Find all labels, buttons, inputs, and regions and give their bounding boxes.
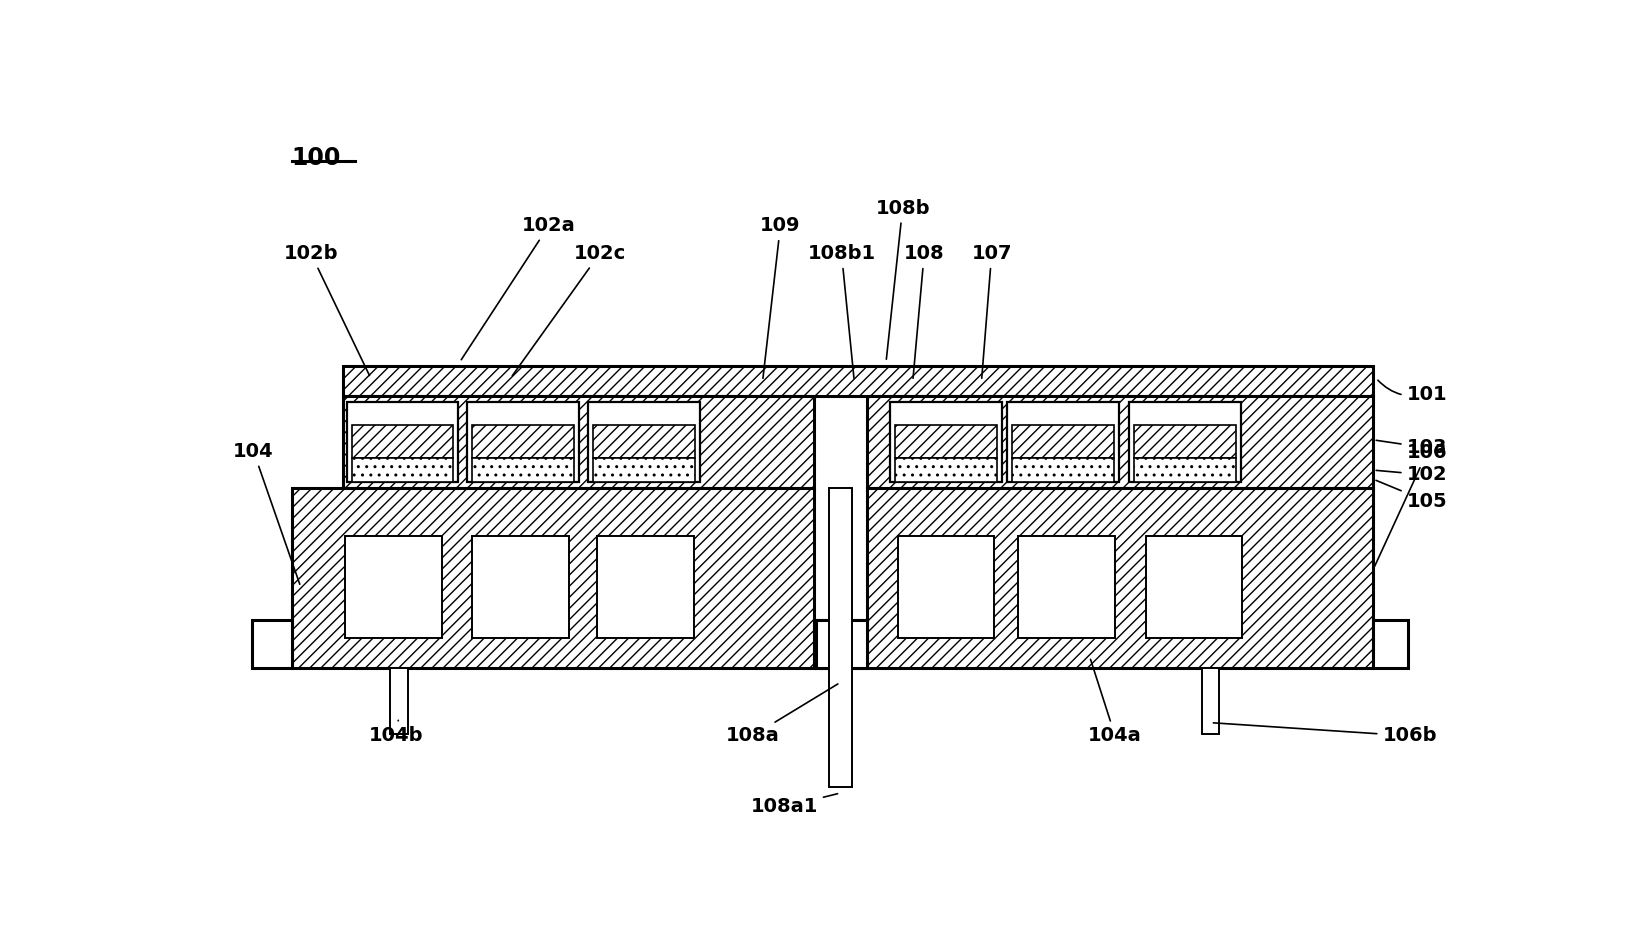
Text: 100: 100 xyxy=(292,146,342,169)
Text: 102b: 102b xyxy=(284,244,369,375)
Text: 102c: 102c xyxy=(512,244,626,376)
Bar xyxy=(1135,425,1236,458)
Bar xyxy=(895,458,997,483)
Bar xyxy=(343,366,1373,396)
Bar xyxy=(292,488,813,667)
Bar xyxy=(473,536,570,639)
Text: 107: 107 xyxy=(972,244,1011,378)
Bar xyxy=(1202,667,1220,734)
Text: 109: 109 xyxy=(760,216,801,378)
Text: 103: 103 xyxy=(1376,438,1447,457)
Text: 108: 108 xyxy=(905,244,944,378)
Bar xyxy=(1007,402,1118,483)
Text: 104: 104 xyxy=(233,442,300,585)
Bar xyxy=(473,425,575,458)
Bar xyxy=(867,488,1373,667)
Text: 101: 101 xyxy=(1378,380,1447,404)
Bar xyxy=(468,402,580,483)
Bar xyxy=(890,402,1002,483)
Bar xyxy=(1018,536,1115,639)
Text: 108a: 108a xyxy=(726,684,837,745)
Bar xyxy=(829,488,852,787)
Bar xyxy=(343,396,813,488)
Bar xyxy=(345,536,442,639)
Text: 108a1: 108a1 xyxy=(750,794,837,817)
Bar xyxy=(253,620,292,667)
Bar xyxy=(593,425,695,458)
Bar xyxy=(1135,458,1236,483)
Text: 104a: 104a xyxy=(1089,660,1141,745)
Text: 106: 106 xyxy=(1374,444,1447,566)
Bar xyxy=(813,620,864,667)
Bar xyxy=(351,425,453,458)
Bar xyxy=(389,667,407,734)
Bar xyxy=(346,402,458,483)
Bar xyxy=(1146,536,1243,639)
Bar xyxy=(473,458,575,483)
Text: 105: 105 xyxy=(1376,481,1447,511)
Text: 106b: 106b xyxy=(1213,723,1437,745)
Bar xyxy=(1373,620,1407,667)
Bar xyxy=(1011,458,1113,483)
Bar xyxy=(1130,402,1241,483)
Bar xyxy=(816,620,867,667)
Bar xyxy=(898,536,993,639)
Text: 102: 102 xyxy=(1376,466,1447,485)
Text: 108b1: 108b1 xyxy=(808,244,875,378)
Bar xyxy=(1011,425,1113,458)
Text: 102a: 102a xyxy=(461,216,576,360)
Bar xyxy=(867,396,1373,488)
Text: 104b: 104b xyxy=(369,721,424,745)
Bar xyxy=(588,402,699,483)
Bar xyxy=(593,458,695,483)
Bar xyxy=(598,536,695,639)
Text: 108b: 108b xyxy=(875,199,929,359)
Bar xyxy=(351,458,453,483)
Bar xyxy=(895,425,997,458)
